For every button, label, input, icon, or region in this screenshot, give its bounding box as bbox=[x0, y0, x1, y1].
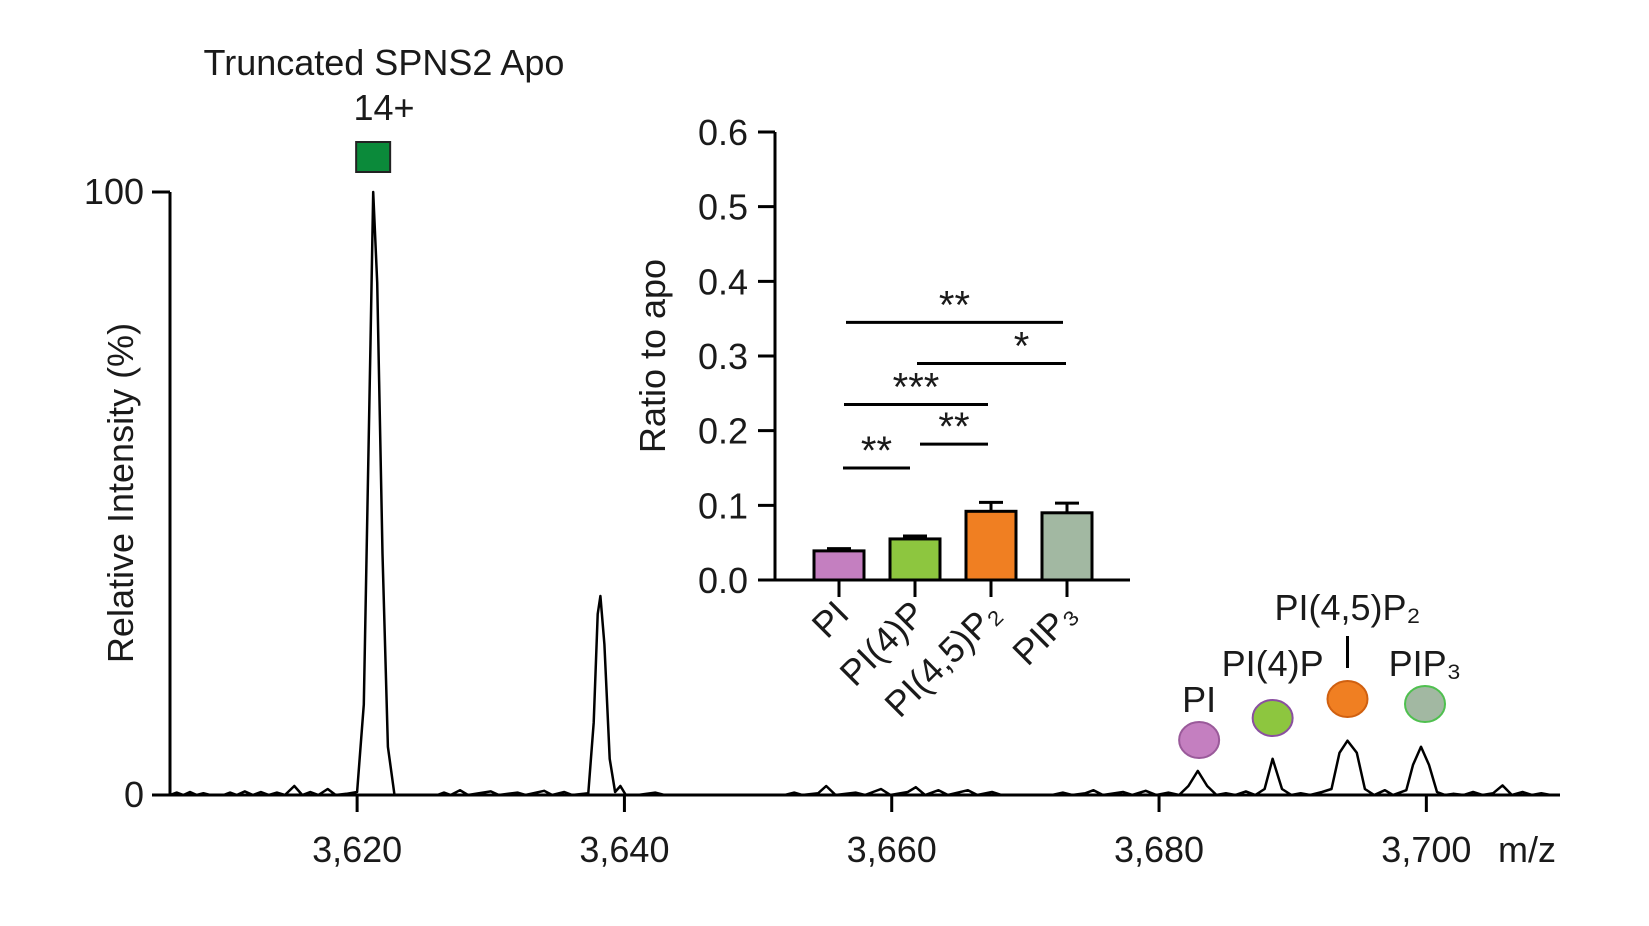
lipid-circle bbox=[1404, 685, 1447, 723]
spectrum-line bbox=[169, 190, 1560, 797]
x-axis-label: m/z bbox=[1498, 829, 1556, 870]
inset-y-tick-label: 0.5 bbox=[698, 187, 748, 228]
x-tick-label: 3,620 bbox=[312, 829, 402, 870]
apo-label: Truncated SPNS2 Apo bbox=[204, 42, 565, 83]
significance-stars: *** bbox=[893, 366, 940, 410]
x-tick-label: 3,680 bbox=[1114, 829, 1204, 870]
lipid-peak-label: PI(4)P bbox=[1222, 643, 1324, 684]
inset-bar bbox=[1040, 511, 1094, 582]
lipid-peak-marker: PI(4,5)P₂ bbox=[1274, 587, 1421, 718]
apo-square-marker bbox=[355, 141, 392, 173]
x-tick-label: 3,640 bbox=[579, 829, 669, 870]
y-tick-label: 0 bbox=[124, 774, 144, 815]
x-tick-label: 3,700 bbox=[1381, 829, 1471, 870]
significance-stars: ** bbox=[861, 429, 892, 473]
lipid-peak-label: PIP₃ bbox=[1389, 643, 1462, 684]
inset-y-tick-label: 0.6 bbox=[698, 112, 748, 153]
x-tick-label: 3,660 bbox=[847, 829, 937, 870]
lipid-peak-label: PI(4,5)P₂ bbox=[1274, 587, 1420, 628]
y-axis-label: Relative Intensity (%) bbox=[100, 323, 141, 663]
inset-category-label: PIP₃ bbox=[1004, 593, 1084, 673]
inset-category-label: PI bbox=[804, 593, 857, 646]
significance-bracket: *** bbox=[844, 366, 988, 410]
significance-stars: * bbox=[1014, 324, 1030, 368]
inset-y-tick-label: 0.1 bbox=[698, 485, 748, 526]
inset-y-tick-label: 0.4 bbox=[698, 261, 748, 302]
inset-y-axis-label: Ratio to apo bbox=[632, 259, 673, 453]
significance-stars: ** bbox=[939, 283, 970, 327]
inset-y-tick-label: 0.3 bbox=[698, 336, 748, 377]
lipid-peak-marker: PIP₃ bbox=[1389, 643, 1462, 723]
lipid-circle bbox=[1251, 699, 1294, 737]
inset-bar bbox=[812, 549, 866, 582]
lipid-peak-marker: PI bbox=[1178, 679, 1221, 759]
lipid-circle bbox=[1326, 680, 1369, 718]
inset-bar bbox=[888, 537, 942, 582]
inset-bar bbox=[964, 509, 1018, 582]
y-tick-label: 100 bbox=[84, 171, 144, 212]
mass-spectrum-plot: Relative Intensity (%) m/z Truncated SPN… bbox=[84, 42, 1560, 870]
inset-bar-chart: Ratio to apo 0.00.10.20.30.40.50.6PIPI(4… bbox=[632, 112, 1130, 725]
lipid-circle bbox=[1178, 721, 1221, 759]
lipid-peak-marker: PI(4)P bbox=[1222, 643, 1324, 737]
inset-y-tick-label: 0.2 bbox=[698, 411, 748, 452]
significance-bracket: ** bbox=[920, 405, 988, 449]
significance-stars: ** bbox=[938, 405, 969, 449]
inset-y-tick-label: 0.0 bbox=[698, 560, 748, 601]
charge-state-label: 14+ bbox=[353, 87, 414, 128]
significance-bracket: ** bbox=[846, 283, 1063, 327]
lipid-peak-label: PI bbox=[1182, 679, 1216, 720]
significance-bracket: * bbox=[917, 324, 1066, 368]
significance-bracket: ** bbox=[843, 429, 910, 473]
